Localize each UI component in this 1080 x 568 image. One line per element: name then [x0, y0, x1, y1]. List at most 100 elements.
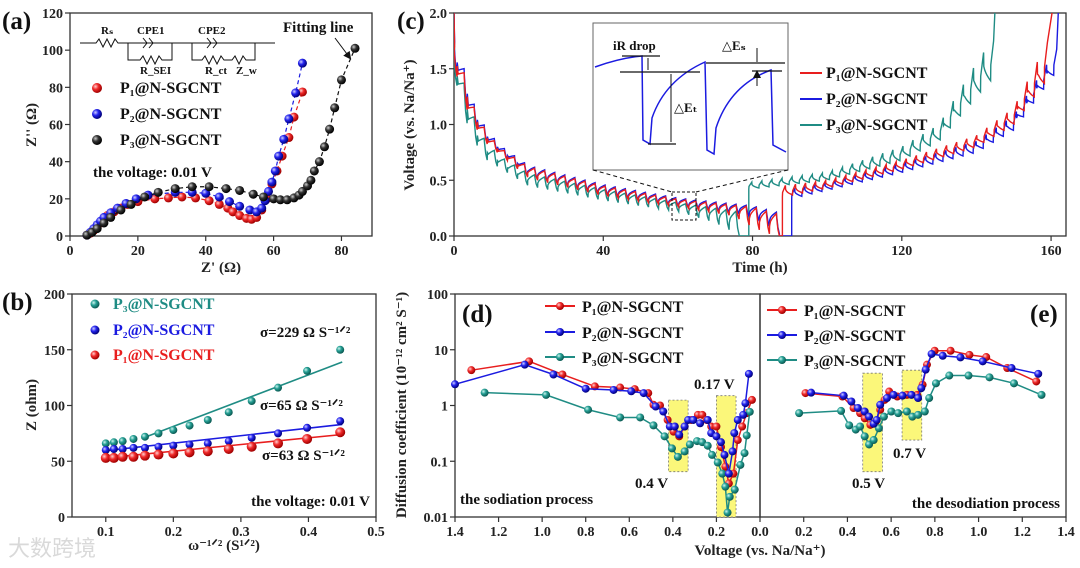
data-point	[451, 380, 459, 389]
x-tick-label: 1.2	[1014, 525, 1032, 540]
data-point	[736, 460, 745, 469]
resistor-icon	[127, 43, 173, 66]
data-point	[139, 450, 150, 461]
data-point	[247, 433, 256, 442]
y-tick-label: 80	[49, 81, 63, 96]
y-tick-label: 0	[56, 230, 63, 245]
data-point	[879, 412, 888, 421]
data-point	[728, 447, 737, 456]
data-point	[235, 185, 245, 195]
circuit-label: Rₛ	[101, 25, 113, 37]
delta-es-label: △Eₛ	[722, 38, 746, 53]
data-point	[914, 410, 923, 419]
data-point	[795, 409, 804, 418]
x-tick-label: 40	[199, 244, 213, 259]
data-point	[920, 407, 929, 416]
x-tick-label: 0.1	[97, 525, 115, 540]
data-point	[801, 389, 810, 398]
data-point	[718, 469, 727, 478]
legend-label: P₃@N-SGCNT	[113, 296, 215, 313]
plot-frame	[759, 293, 1067, 518]
y-tick-label: 1.0	[430, 119, 448, 134]
data-point	[927, 349, 936, 358]
data-point	[246, 441, 257, 452]
legend-label: P₂@N-SGCNT	[120, 106, 222, 123]
x-axis-label: Z' (Ω)	[201, 260, 241, 276]
data-point	[865, 412, 874, 421]
data-point	[257, 203, 267, 213]
data-point	[106, 212, 116, 222]
data-point	[325, 124, 335, 134]
panel-label: (e)	[1030, 301, 1058, 328]
data-point	[169, 426, 178, 435]
data-point	[740, 449, 749, 458]
y-tick-label: 0.01	[424, 511, 449, 526]
delta-et-label: △Eₜ	[674, 100, 698, 115]
data-point	[274, 429, 283, 438]
data-point	[882, 394, 891, 403]
data-point	[116, 205, 126, 215]
data-point	[720, 450, 729, 459]
data-point	[279, 134, 289, 144]
data-point	[874, 424, 883, 433]
data-point	[742, 431, 751, 440]
data-point	[247, 397, 256, 406]
x-tick-label: 0.4	[300, 525, 318, 540]
data-point	[203, 415, 212, 424]
data-point	[712, 422, 721, 431]
data-point	[319, 142, 329, 152]
data-point	[744, 369, 753, 378]
data-point	[302, 433, 313, 444]
data-point	[542, 390, 551, 399]
data-point	[938, 351, 947, 360]
data-point	[163, 193, 173, 203]
data-point	[1007, 364, 1016, 373]
data-point	[670, 422, 679, 431]
cpe-icon	[142, 37, 154, 49]
peak-label: 0.5 V	[852, 476, 885, 492]
data-point	[675, 430, 684, 439]
data-point	[228, 207, 238, 217]
data-point	[214, 192, 224, 202]
data-point	[725, 492, 734, 501]
data-point	[860, 432, 869, 441]
y-tick-label: 1	[441, 400, 448, 415]
chart-b: 0.1 0.2 0.3 0.4 0.5 0 50 100 150 200 P₃@N-SGCNT σ=2…	[44, 288, 385, 540]
legend-marker	[778, 306, 786, 314]
y-tick-label: 100	[427, 288, 448, 303]
data-point	[894, 409, 903, 418]
sigma-label: σ=229 Ω S⁻¹ᐟ²	[260, 325, 351, 341]
y-tick-label: 1.5	[430, 63, 448, 78]
x-tick-label: 0.0	[751, 525, 769, 540]
legend-label: P₂@N-SGCNT	[826, 91, 928, 108]
data-point	[154, 442, 163, 451]
data-point	[724, 469, 733, 478]
x-tick-label: 0.3	[232, 525, 250, 540]
data-point	[275, 195, 285, 205]
data-point	[303, 423, 312, 432]
data-point	[129, 434, 138, 443]
data-point	[267, 177, 277, 187]
data-point	[856, 422, 865, 431]
x-axis-label: Voltage (vs. Na/Na⁺)	[694, 543, 825, 559]
sigma-label: σ=65 Ω S⁻¹ᐟ²	[260, 398, 343, 414]
y-tick-label: 100	[42, 44, 63, 59]
x-tick-label: 20	[131, 244, 145, 259]
data-point	[696, 419, 705, 428]
data-point	[985, 373, 994, 382]
data-point	[350, 43, 360, 53]
legend-label: P₁@N-SGCNT	[826, 65, 928, 82]
data-point	[931, 379, 940, 388]
data-point	[520, 360, 529, 369]
fit-line	[146, 361, 343, 438]
data-point	[117, 451, 128, 462]
data-point	[101, 439, 110, 448]
data-point	[660, 432, 669, 441]
x-tick-label: 60	[267, 244, 281, 259]
x-tick-label: 1.2	[490, 525, 508, 540]
y-tick-label: 120	[42, 7, 63, 22]
legend-marker	[92, 109, 102, 119]
data-point	[168, 448, 179, 459]
x-tick-label: 0.5	[367, 525, 385, 540]
